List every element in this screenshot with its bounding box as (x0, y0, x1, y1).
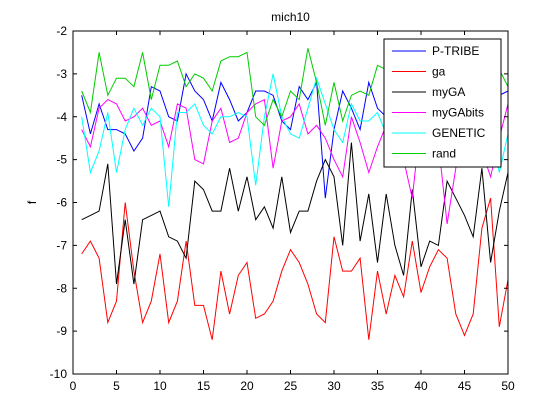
series-line-ga (81, 198, 509, 340)
y-tick-label: -5 (56, 153, 67, 167)
x-tick-label: 10 (153, 379, 167, 393)
legend: P-TRIBE ga myGA myGAbits GENETIC rand (383, 38, 502, 168)
x-tick-label: 45 (458, 379, 472, 393)
x-tick-label: 25 (284, 379, 298, 393)
y-tick-label: -8 (56, 281, 67, 295)
y-tick-label: -6 (56, 196, 67, 210)
x-tick-label: 30 (327, 379, 341, 393)
x-tick-label: 35 (371, 379, 385, 393)
chart-title: mich10 (271, 10, 310, 24)
x-tick-label: 40 (414, 379, 428, 393)
legend-label: myGA (432, 85, 465, 99)
x-axis-ticks: 0 5 10 15 20 25 30 35 40 45 50 (70, 31, 515, 393)
legend-label: ga (432, 65, 446, 79)
y-tick-label: -10 (50, 367, 68, 381)
y-axis-ticks: -10 -9 -8 -7 -6 -5 -4 -3 -2 (50, 24, 508, 381)
legend-label: rand (432, 147, 456, 161)
y-tick-label: -9 (56, 324, 67, 338)
legend-label: P-TRIBE (432, 44, 479, 58)
x-tick-label: 0 (70, 379, 77, 393)
series-line-myga (81, 142, 509, 285)
x-tick-label: 5 (113, 379, 120, 393)
legend-box (383, 38, 502, 168)
y-tick-label: -2 (56, 24, 67, 38)
y-tick-label: -4 (56, 110, 67, 124)
y-tick-label: -7 (56, 238, 67, 252)
y-tick-label: -3 (56, 67, 67, 81)
y-axis-label: f (25, 200, 39, 204)
legend-label: myGAbits (432, 106, 484, 120)
x-tick-label: 15 (197, 379, 211, 393)
x-tick-label: 50 (501, 379, 515, 393)
x-tick-label: 20 (240, 379, 254, 393)
legend-label: GENETIC (432, 126, 486, 140)
